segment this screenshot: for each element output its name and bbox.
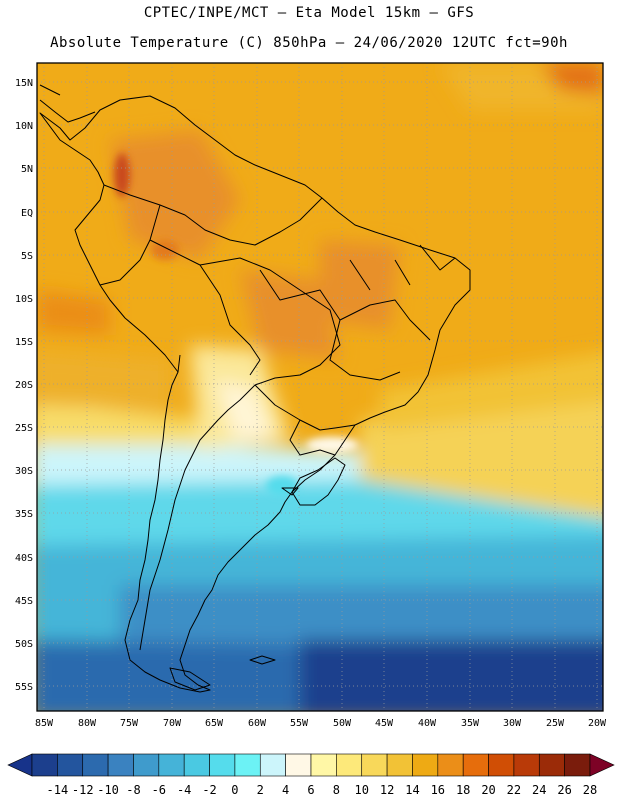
colorbar-swatch — [158, 753, 185, 777]
longitude-labels: 85W 80W 75W 70W 65W 60W 55W 50W 45W 40W … — [35, 718, 607, 729]
lon-label: 65W — [205, 718, 224, 729]
lat-label: 5S — [21, 251, 33, 262]
colorbar-label: -2 — [202, 783, 216, 797]
colorbar-label: 2 — [257, 783, 264, 797]
lat-label: 40S — [15, 553, 33, 564]
central-america — [39, 84, 96, 123]
lon-label: 35W — [461, 718, 480, 729]
lat-label: 20S — [15, 380, 33, 391]
lon-label: 30W — [503, 718, 522, 729]
colorbar-swatch — [513, 753, 540, 777]
colorbar-label: 20 — [481, 783, 495, 797]
lat-label: 15N — [15, 78, 33, 89]
colorbar-swatch — [259, 753, 286, 777]
tierra-del-fuego — [169, 667, 211, 691]
colorbar-swatch — [336, 753, 363, 777]
latitude-labels: 15N 10N 5N EQ 5S 10S 15S 20S 25S 30S 35S… — [15, 78, 33, 693]
colorbar-swatch — [564, 753, 591, 777]
colorbar-swatch — [107, 753, 134, 777]
lat-label: 50S — [15, 639, 33, 650]
colorbar-label: 24 — [532, 783, 546, 797]
lat-label: 35S — [15, 509, 33, 520]
colorbar-label: 12 — [380, 783, 394, 797]
map-title-line-1: CPTEC/INPE/MCT – Eta Model 15km – GFS — [143, 5, 475, 21]
lat-label: 45S — [15, 596, 33, 607]
colorbar-label: -6 — [152, 783, 166, 797]
lon-label: 20W — [588, 718, 607, 729]
colorbar-label: -4 — [177, 783, 191, 797]
temperature-field — [37, 63, 603, 711]
gridlines — [37, 63, 603, 711]
colorbar-label: 28 — [583, 783, 597, 797]
lat-label: 15S — [15, 337, 33, 348]
colorbar-swatch — [361, 753, 388, 777]
colorbar-label: 26 — [557, 783, 571, 797]
lon-label: 25W — [546, 718, 565, 729]
lon-label: 40W — [418, 718, 437, 729]
colorbar-label: -10 — [97, 783, 119, 797]
lon-label: 75W — [120, 718, 139, 729]
country-borders — [99, 184, 356, 651]
map-frame — [36, 62, 604, 712]
colorbar-swatch — [183, 753, 210, 777]
colorbar-label: -12 — [72, 783, 94, 797]
lat-label: 10N — [15, 121, 33, 132]
colorbar-swatch — [57, 753, 84, 777]
lat-label: 25S — [15, 423, 33, 434]
lon-label: 45W — [375, 718, 394, 729]
colorbar-label: 22 — [507, 783, 521, 797]
colorbar-swatch — [31, 753, 58, 777]
colorbar-swatch — [462, 753, 489, 777]
south-america-coastline — [39, 95, 471, 693]
colorbar-swatch — [412, 753, 439, 777]
colorbar-label: 16 — [431, 783, 445, 797]
colorbar-label: 18 — [456, 783, 470, 797]
lon-label: 70W — [163, 718, 182, 729]
lon-label: 50W — [333, 718, 352, 729]
colorbar-label: -14 — [47, 783, 69, 797]
colorbar-swatch — [310, 753, 337, 777]
lon-label: 80W — [78, 718, 97, 729]
colorbar-swatch — [386, 753, 413, 777]
colorbar-swatch — [133, 753, 160, 777]
map-title-line-2: Absolute Temperature (C) 850hPa – 24/06/… — [50, 35, 568, 51]
colorbar-swatch — [209, 753, 236, 777]
colorbar-label: 4 — [282, 783, 289, 797]
lon-label: 60W — [248, 718, 267, 729]
brazil-states — [259, 244, 456, 381]
colorbar-label: 14 — [405, 783, 419, 797]
colorbar-max-arrow — [589, 753, 615, 777]
lat-label: EQ — [21, 208, 33, 219]
colorbar-swatch — [234, 753, 261, 777]
falkland-islands — [249, 655, 276, 665]
lat-label: 5N — [21, 164, 33, 175]
colorbar-label: 10 — [355, 783, 369, 797]
colorbar-label: 6 — [307, 783, 314, 797]
lon-label: 55W — [290, 718, 309, 729]
coastlines-and-borders — [39, 84, 471, 693]
lat-label: 30S — [15, 466, 33, 477]
colorbar-swatch — [437, 753, 464, 777]
colorbar-swatch — [538, 753, 565, 777]
lon-label: 85W — [35, 718, 54, 729]
lat-label: 55S — [15, 682, 33, 693]
lat-label: 10S — [15, 294, 33, 305]
colorbar-label: -8 — [126, 783, 140, 797]
colorbar-swatch — [285, 753, 312, 777]
colorbar: -14 -12 -10 -8 -6 -4 -2 0 2 4 6 8 10 12 14 16 18 20 22 24 26… — [7, 753, 615, 797]
colorbar-min-arrow — [7, 753, 33, 777]
colorbar-swatch — [82, 753, 109, 777]
colorbar-label: 0 — [231, 783, 238, 797]
colorbar-swatch — [488, 753, 515, 777]
uruguay-outline — [281, 457, 346, 506]
colorbar-label: 8 — [333, 783, 340, 797]
